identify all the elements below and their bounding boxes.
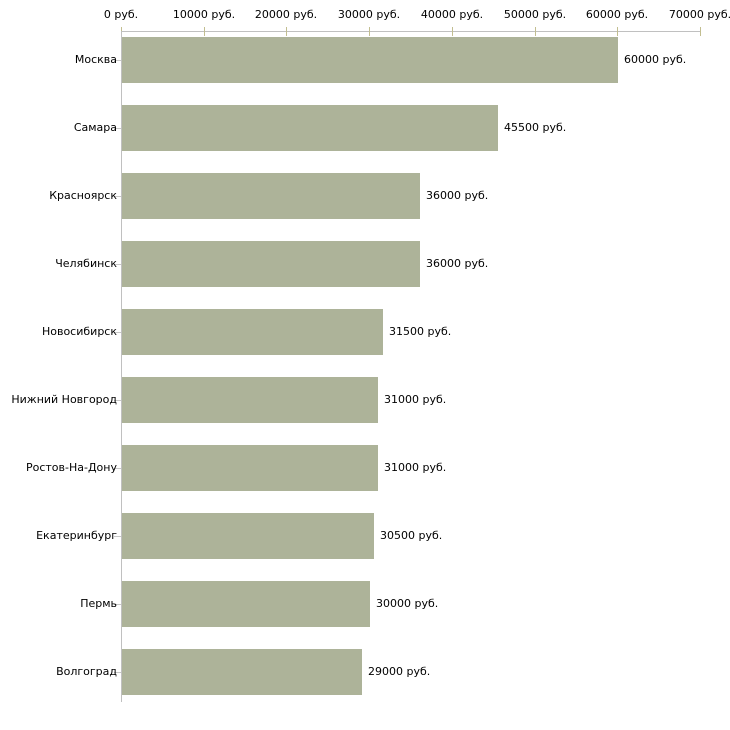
x-axis-tick: [204, 27, 205, 36]
x-axis-tick-label: 60000 руб.: [585, 8, 649, 21]
x-axis-tick-label: 40000 руб.: [420, 8, 484, 21]
x-axis-tick-label: 30000 руб.: [337, 8, 401, 21]
y-axis-tick: [114, 468, 121, 469]
bar-value-label: 31500 руб.: [389, 325, 452, 338]
category-label: Челябинск: [55, 257, 117, 270]
x-axis-tick-label: 0 руб.: [103, 8, 139, 21]
bar-value-label: 30500 руб.: [380, 529, 443, 542]
bar: [122, 173, 420, 219]
bar-value-label: 60000 руб.: [624, 53, 687, 66]
bar: [122, 105, 498, 151]
y-axis-tick: [114, 536, 121, 537]
bar: [122, 513, 374, 559]
bar: [122, 37, 618, 83]
category-label: Екатеринбург: [36, 529, 117, 542]
bar-value-label: 36000 руб.: [426, 257, 489, 270]
bar-value-label: 29000 руб.: [368, 665, 431, 678]
x-axis-tick-label: 20000 руб.: [254, 8, 318, 21]
category-label: Самара: [73, 121, 117, 134]
bar-value-label: 31000 руб.: [384, 393, 447, 406]
y-axis-line: [121, 31, 122, 702]
bar: [122, 581, 370, 627]
x-axis-tick: [369, 27, 370, 36]
x-axis-tick: [700, 27, 701, 36]
bar: [122, 445, 378, 491]
x-axis-tick: [535, 27, 536, 36]
category-label: Красноярск: [49, 189, 117, 202]
bar-value-label: 45500 руб.: [504, 121, 567, 134]
bar-value-label: 36000 руб.: [426, 189, 489, 202]
bar: [122, 309, 383, 355]
category-label: Волгоград: [56, 665, 117, 678]
x-axis-tick-label: 70000 руб.: [668, 8, 730, 21]
category-label: Новосибирск: [41, 325, 117, 338]
y-axis-tick: [114, 672, 121, 673]
bar-value-label: 30000 руб.: [376, 597, 439, 610]
category-label: Пермь: [80, 597, 117, 610]
x-axis-tick: [617, 27, 618, 36]
category-label: Ростов-На-Дону: [25, 461, 117, 474]
y-axis-tick: [114, 604, 121, 605]
y-axis-tick: [114, 60, 121, 61]
y-axis-tick: [114, 400, 121, 401]
x-axis-tick-label: 50000 руб.: [503, 8, 567, 21]
x-axis-tick-label: 10000 руб.: [172, 8, 236, 21]
x-axis-tick: [286, 27, 287, 36]
y-axis-tick: [114, 196, 121, 197]
y-axis-tick: [114, 128, 121, 129]
category-label: Нижний Новгород: [11, 393, 117, 406]
bar: [122, 241, 420, 287]
bar: [122, 377, 378, 423]
y-axis-tick: [114, 264, 121, 265]
bar: [122, 649, 362, 695]
y-axis-tick: [114, 332, 121, 333]
x-axis-line: [121, 31, 701, 32]
category-label: Москва: [74, 53, 117, 66]
x-axis-tick: [452, 27, 453, 36]
bar-value-label: 31000 руб.: [384, 461, 447, 474]
